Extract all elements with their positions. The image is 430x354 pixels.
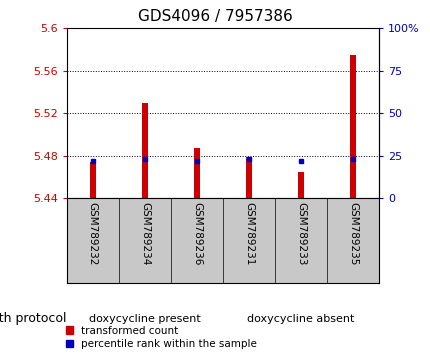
Text: doxycycline present: doxycycline present — [89, 314, 200, 324]
Legend: transformed count, percentile rank within the sample: transformed count, percentile rank withi… — [65, 326, 256, 349]
Text: GDS4096 / 7957386: GDS4096 / 7957386 — [138, 9, 292, 24]
Text: GSM789232: GSM789232 — [88, 202, 98, 266]
Text: GSM789233: GSM789233 — [295, 202, 305, 266]
Bar — [141, 103, 148, 198]
Text: GSM789231: GSM789231 — [243, 202, 254, 266]
Text: doxycycline absent: doxycycline absent — [247, 314, 354, 324]
Text: GSM789234: GSM789234 — [140, 202, 150, 266]
Bar — [194, 148, 200, 198]
Bar — [89, 162, 96, 198]
Bar — [349, 55, 356, 198]
Text: growth protocol: growth protocol — [0, 312, 67, 325]
Text: GSM789236: GSM789236 — [191, 202, 202, 266]
Bar — [246, 157, 252, 198]
Bar — [297, 172, 304, 198]
Text: GSM789235: GSM789235 — [347, 202, 357, 266]
